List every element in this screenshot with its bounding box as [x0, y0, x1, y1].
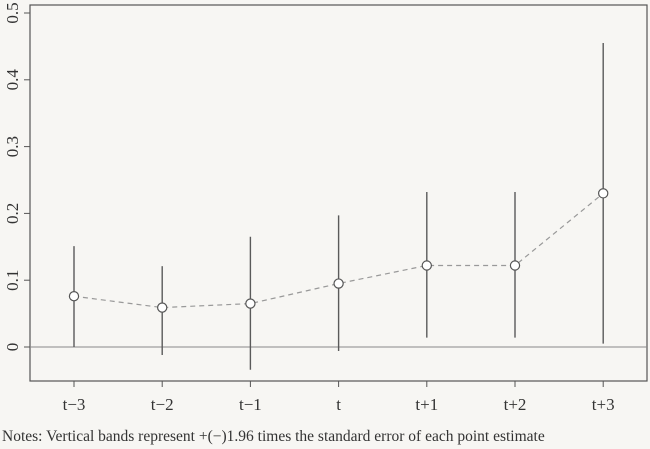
point-estimate-marker [509, 260, 521, 271]
point-estimate-marker [421, 260, 432, 271]
x-tick-label: t−3 [63, 395, 86, 414]
x-tick-label: t [336, 395, 341, 414]
x-tick-label: t−2 [151, 395, 174, 414]
point-estimate-marker [333, 278, 344, 289]
y-tick-label: 0.4 [3, 69, 22, 91]
x-tick-label: t+1 [415, 395, 438, 414]
y-tick-label: 0.3 [3, 136, 22, 157]
y-tick-label: 0.2 [3, 203, 22, 224]
x-tick-label: t−1 [239, 395, 262, 414]
point-estimate-marker [156, 302, 168, 313]
point-estimate-marker [598, 188, 609, 199]
y-tick-label: 0 [3, 343, 22, 352]
notes-caption: Notes: Vertical bands represent +(−)1.96… [2, 428, 545, 445]
point-estimate-marker [68, 291, 80, 302]
y-tick-label: 0.1 [3, 270, 22, 291]
y-tick-label: 0.5 [3, 2, 22, 23]
point-estimate-marker [245, 298, 256, 309]
x-tick-label: t+3 [592, 395, 615, 414]
x-tick-label: t+2 [504, 395, 527, 414]
